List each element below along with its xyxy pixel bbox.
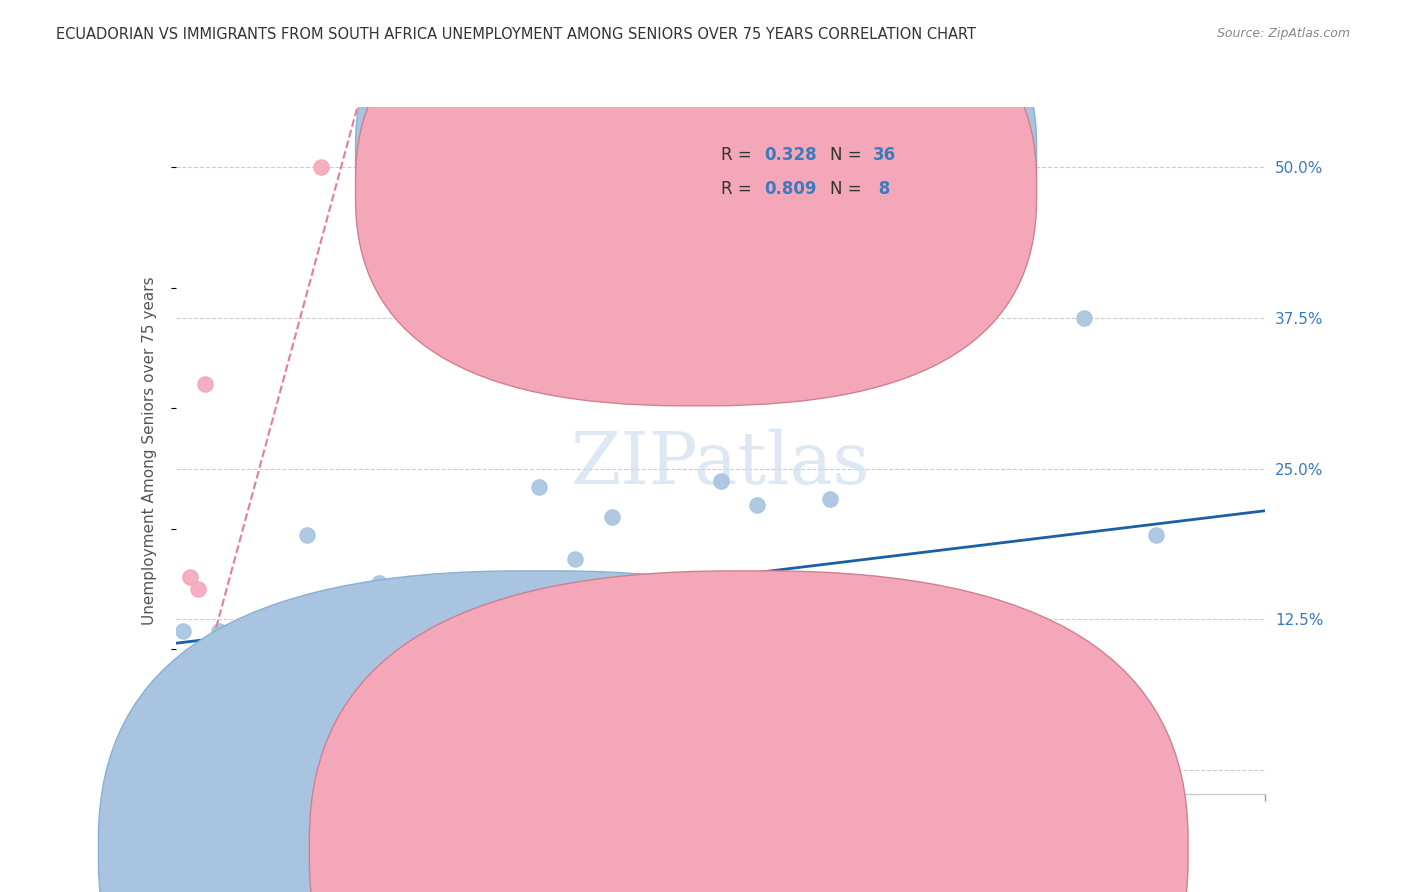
Point bbox=[963, 299, 986, 313]
FancyBboxPatch shape bbox=[356, 0, 1036, 406]
Point bbox=[543, 624, 565, 639]
Text: Source: ZipAtlas.com: Source: ZipAtlas.com bbox=[1216, 27, 1350, 40]
Point bbox=[513, 636, 536, 650]
Text: R =: R = bbox=[721, 180, 756, 198]
Point bbox=[456, 618, 478, 632]
Text: ZIPatlas: ZIPatlas bbox=[571, 429, 870, 500]
Point bbox=[179, 570, 201, 584]
Text: ECUADORIAN VS IMMIGRANTS FROM SOUTH AFRICA UNEMPLOYMENT AMONG SENIORS OVER 75 YE: ECUADORIAN VS IMMIGRANTS FROM SOUTH AFRI… bbox=[56, 27, 976, 42]
Point bbox=[368, 576, 391, 591]
Text: 0.328: 0.328 bbox=[765, 146, 817, 164]
Point bbox=[215, 630, 238, 644]
Point bbox=[252, 666, 274, 681]
Point bbox=[470, 630, 492, 644]
Point bbox=[231, 624, 253, 639]
Point bbox=[600, 509, 623, 524]
Point bbox=[309, 624, 332, 639]
Point bbox=[745, 498, 768, 512]
Point bbox=[346, 642, 368, 657]
Point bbox=[208, 624, 231, 639]
Point bbox=[382, 606, 405, 620]
Point bbox=[586, 630, 609, 644]
Text: 0.0%: 0.0% bbox=[156, 831, 195, 847]
Point bbox=[201, 642, 224, 657]
Point bbox=[245, 636, 267, 650]
Point bbox=[1146, 528, 1168, 542]
Text: 8: 8 bbox=[873, 180, 890, 198]
Point bbox=[325, 642, 347, 657]
Point bbox=[637, 606, 659, 620]
Text: 36: 36 bbox=[873, 146, 896, 164]
Point bbox=[194, 377, 217, 392]
Point bbox=[238, 630, 260, 644]
Point bbox=[710, 474, 733, 488]
Point bbox=[172, 666, 194, 681]
Point bbox=[281, 624, 304, 639]
Text: R =: R = bbox=[721, 146, 756, 164]
Point bbox=[614, 636, 637, 650]
Point bbox=[172, 624, 194, 639]
Text: N =: N = bbox=[830, 180, 866, 198]
Y-axis label: Unemployment Among Seniors over 75 years: Unemployment Among Seniors over 75 years bbox=[142, 277, 157, 624]
Point bbox=[818, 491, 841, 506]
Text: N =: N = bbox=[830, 146, 866, 164]
Point bbox=[419, 624, 441, 639]
FancyBboxPatch shape bbox=[356, 0, 1036, 371]
Text: Ecuadorians: Ecuadorians bbox=[562, 842, 657, 856]
Point bbox=[238, 660, 260, 674]
Text: Immigrants from South Africa: Immigrants from South Africa bbox=[773, 842, 1000, 856]
Point bbox=[527, 480, 550, 494]
Point bbox=[274, 660, 297, 674]
Point bbox=[564, 552, 586, 566]
Point bbox=[309, 161, 332, 175]
Point bbox=[396, 600, 419, 615]
Point bbox=[274, 666, 297, 681]
Point bbox=[492, 624, 515, 639]
Point bbox=[295, 528, 318, 542]
FancyBboxPatch shape bbox=[661, 128, 972, 220]
Text: 0.809: 0.809 bbox=[765, 180, 817, 198]
Point bbox=[1073, 310, 1095, 325]
Point bbox=[222, 636, 245, 650]
Point bbox=[186, 582, 209, 596]
Point bbox=[252, 612, 274, 626]
